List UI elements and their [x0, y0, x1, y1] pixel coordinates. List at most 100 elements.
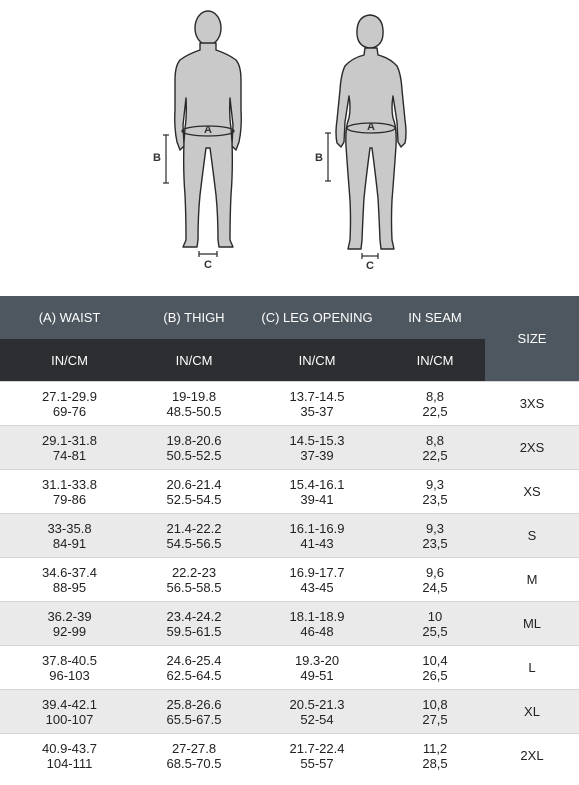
leg-opening-cell: 20.5-21.3 52-54: [249, 689, 385, 734]
waist-cell: 36.2-39 92-99: [0, 601, 139, 646]
waist-cell: 40.9-43.7 104-111: [0, 733, 139, 777]
value-cm: 46-48: [300, 623, 334, 639]
leg-opening-cell: 15.4-16.1 39-41: [249, 469, 385, 514]
value-cm: 23,5: [422, 535, 448, 551]
value-cm: 43-45: [300, 579, 334, 595]
inseam-cell: 10,4 26,5: [385, 645, 485, 690]
value-cm: 22,5: [422, 447, 448, 463]
thigh-cell: 22.2-23 56.5-58.5: [139, 557, 249, 602]
value-inches: 31.1-33.8: [42, 476, 97, 492]
male-waist-ring: [181, 125, 235, 137]
value-inches: 10: [427, 608, 443, 624]
value-inches: 21.4-22.2: [166, 520, 222, 536]
size-cell: 3XS: [485, 381, 579, 426]
value-inches: 36.2-39: [47, 608, 92, 624]
value-cm: 88-95: [52, 579, 87, 595]
leg-opening-cell: 16.1-16.9 41-43: [249, 513, 385, 558]
value-cm: 25,5: [422, 623, 448, 639]
value-cm: 55-57: [300, 755, 334, 771]
male-head: [194, 10, 222, 46]
value-inches: 8,8: [425, 432, 445, 448]
header-inseam: IN SEAM: [385, 296, 485, 339]
value-inches: 9,3: [425, 520, 445, 536]
value-cm: 96-103: [49, 667, 90, 683]
female-head: [356, 14, 384, 49]
value-inches: 37.8-40.5: [42, 652, 97, 668]
thigh-cell: 25.8-26.6 65.5-67.5: [139, 689, 249, 734]
inseam-cell: 10,8 27,5: [385, 689, 485, 734]
male-label-c: C: [204, 259, 212, 271]
leg-opening-cell: 21.7-22.4 55-57: [249, 733, 385, 777]
value-inches: 13.7-14.5: [289, 388, 345, 404]
leg-opening-cell: 19.3-20 49-51: [249, 645, 385, 690]
size-rows: 27.1-29.9 69-76 19-19.8 48.5-50.5 13.7-14.5 3…: [0, 381, 579, 777]
value-inches: 27.1-29.9: [42, 388, 97, 404]
units-row: IN/CM IN/CM IN/CM IN/CM: [0, 339, 579, 382]
inseam-cell: 8,8 22,5: [385, 381, 485, 426]
value-inches: 29.1-31.8: [42, 432, 97, 448]
value-cm: 69-76: [52, 403, 87, 419]
value-inches: 10,8: [422, 696, 448, 712]
value-cm: 56.5-58.5: [166, 579, 222, 595]
value-inches: 14.5-15.3: [289, 432, 345, 448]
value-cm: 37-39: [300, 447, 334, 463]
waist-cell: 39.4-42.1 100-107: [0, 689, 139, 734]
table-row: 40.9-43.7 104-111 27-27.8 68.5-70.5 21.7-22.…: [0, 733, 579, 777]
thigh-cell: 23.4-24.2 59.5-61.5: [139, 601, 249, 646]
waist-cell: 37.8-40.5 96-103: [0, 645, 139, 690]
thigh-cell: 21.4-22.2 54.5-56.5: [139, 513, 249, 558]
value-inches: 21.7-22.4: [289, 740, 345, 756]
size-cell: XL: [485, 689, 579, 734]
value-cm: 48.5-50.5: [166, 403, 222, 419]
male-label-b: B: [153, 152, 161, 164]
body-figures: A B C A B C: [153, 10, 407, 272]
size-cell: XS: [485, 469, 579, 514]
leg-opening-cell: 18.1-18.9 46-48: [249, 601, 385, 646]
waist-cell: 29.1-31.8 74-81: [0, 425, 139, 470]
table-row: 29.1-31.8 74-81 19.8-20.6 50.5-52.5 14.5-15.…: [0, 425, 579, 470]
value-inches: 18.1-18.9: [289, 608, 345, 624]
unit-waist: IN/CM: [0, 339, 139, 382]
male-body: [174, 42, 242, 248]
size-cell: ML: [485, 601, 579, 646]
male-label-a: A: [204, 124, 212, 136]
header-waist: (A) WAIST: [0, 296, 139, 339]
female-label-c: C: [366, 260, 374, 272]
header-row: (A) WAIST (B) THIGH (C) LEG OPENING IN S…: [0, 296, 579, 382]
unit-thigh: IN/CM: [139, 339, 249, 382]
size-chart-table: (A) WAIST (B) THIGH (C) LEG OPENING IN S…: [0, 296, 579, 777]
value-cm: 23,5: [422, 491, 448, 507]
leg-opening-cell: 13.7-14.5 35-37: [249, 381, 385, 426]
leg-opening-cell: 16.9-17.7 43-45: [249, 557, 385, 602]
inseam-cell: 11,2 28,5: [385, 733, 485, 777]
table-row: 37.8-40.5 96-103 24.6-25.4 62.5-64.5 19.3-20…: [0, 645, 579, 690]
value-cm: 26,5: [422, 667, 448, 683]
value-inches: 11,2: [422, 740, 448, 756]
value-cm: 84-91: [52, 535, 87, 551]
size-cell: 2XL: [485, 733, 579, 777]
value-inches: 9,3: [425, 476, 445, 492]
value-inches: 33-35.8: [47, 520, 92, 536]
measurement-diagram: A B C A B C: [0, 0, 579, 296]
thigh-cell: 20.6-21.4 52.5-54.5: [139, 469, 249, 514]
value-inches: 19.8-20.6: [166, 432, 222, 448]
inseam-cell: 8,8 22,5: [385, 425, 485, 470]
header-size: SIZE: [485, 296, 579, 382]
value-inches: 8,8: [425, 388, 445, 404]
thigh-cell: 24.6-25.4 62.5-64.5: [139, 645, 249, 690]
size-cell: S: [485, 513, 579, 558]
value-inches: 16.1-16.9: [289, 520, 345, 536]
value-cm: 39-41: [300, 491, 334, 507]
value-cm: 27,5: [422, 711, 448, 727]
unit-inseam: IN/CM: [385, 339, 485, 382]
female-figure: [335, 14, 407, 250]
female-label-a: A: [367, 121, 375, 133]
size-cell: M: [485, 557, 579, 602]
value-inches: 16.9-17.7: [289, 564, 345, 580]
table-row: 36.2-39 92-99 23.4-24.2 59.5-61.5 18.1-18.9 4…: [0, 601, 579, 646]
thigh-cell: 19-19.8 48.5-50.5: [139, 381, 249, 426]
value-cm: 92-99: [52, 623, 87, 639]
header-thigh: (B) THIGH: [139, 296, 249, 339]
table-row: 34.6-37.4 88-95 22.2-23 56.5-58.5 16.9-17.7 4…: [0, 557, 579, 602]
value-cm: 54.5-56.5: [166, 535, 222, 551]
